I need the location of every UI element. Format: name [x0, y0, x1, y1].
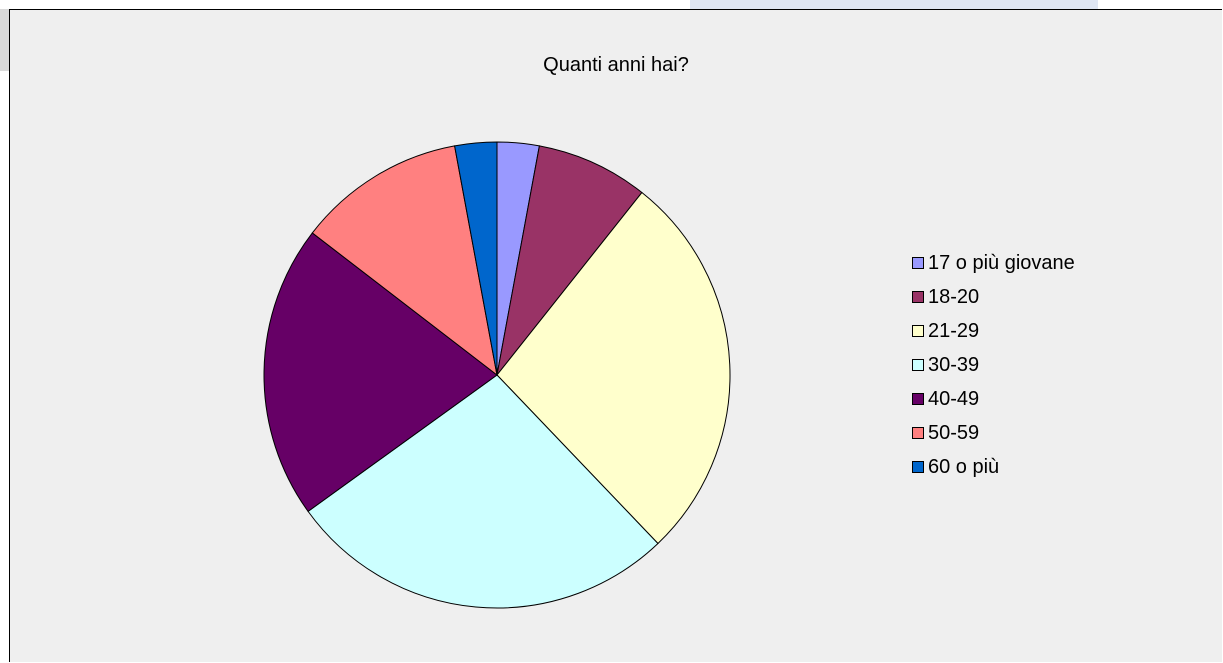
legend-swatch — [912, 393, 924, 405]
legend-swatch — [912, 291, 924, 303]
chart-area[interactable]: Quanti anni hai? 17 o più giovane 18-20 21… — [9, 9, 1222, 662]
pie-slice-60-o-più — [454, 141, 498, 376]
legend-label: 40-49 — [928, 387, 980, 410]
left-edge-strip — [0, 9, 10, 71]
legend-label: 17 o più giovane — [928, 251, 1075, 274]
legend-item: 17 o più giovane — [912, 246, 1075, 280]
legend-item: 21-29 — [912, 314, 1075, 348]
legend-swatch — [912, 325, 924, 337]
pie-slice-18-20 — [496, 145, 643, 376]
legend-label: 50-59 — [928, 421, 980, 444]
pie-chart — [263, 141, 731, 609]
legend-swatch — [912, 359, 924, 371]
legend-item: 30-39 — [912, 348, 1075, 382]
legend-swatch — [912, 461, 924, 473]
legend-label: 30-39 — [928, 353, 980, 376]
legend-label: 60 o più — [928, 455, 1000, 478]
legend-swatch — [912, 257, 924, 269]
legend-label: 21-29 — [928, 319, 980, 342]
legend-label: 18-20 — [928, 285, 980, 308]
pie-slice-50-59 — [311, 145, 498, 377]
chart-title: Quanti anni hai? — [543, 54, 689, 76]
pie-slice-40-49 — [263, 232, 498, 513]
pie-slice-30-39 — [307, 374, 659, 609]
legend-item: 18-20 — [912, 280, 1075, 314]
legend: 17 o più giovane 18-20 21-29 30-39 40-49 50-5… — [912, 246, 1075, 484]
legend-item: 60 o più — [912, 450, 1075, 484]
legend-item: 50-59 — [912, 416, 1075, 450]
legend-item: 40-49 — [912, 382, 1075, 416]
legend-swatch — [912, 427, 924, 439]
pie-slice-21-29 — [496, 191, 731, 545]
